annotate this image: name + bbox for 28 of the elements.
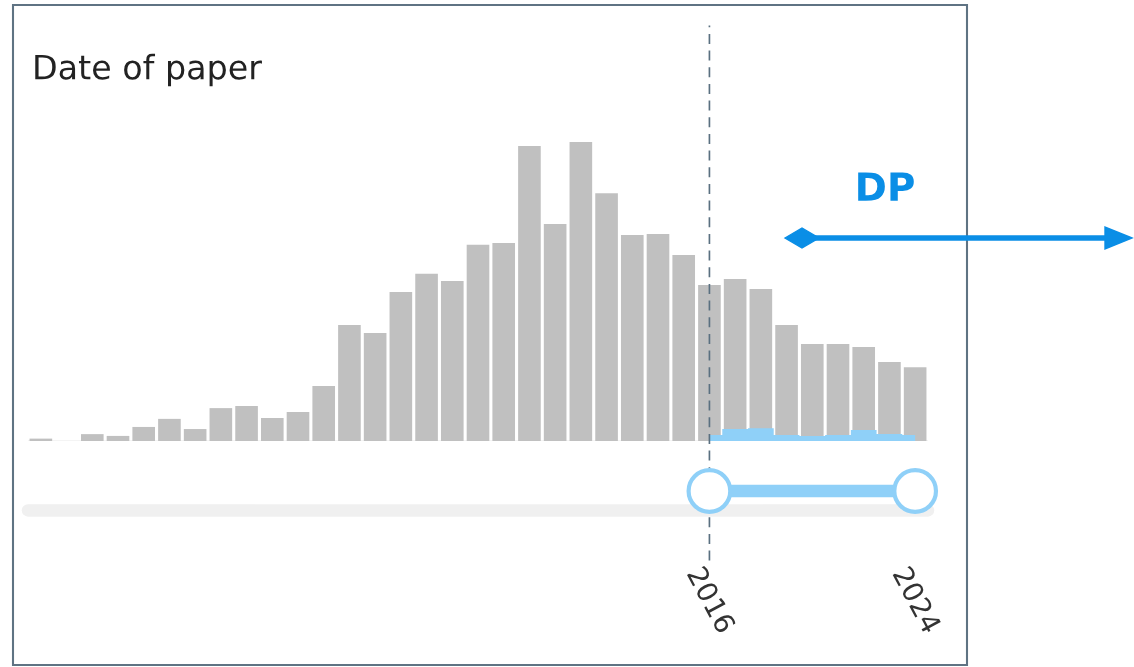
bar xyxy=(903,367,927,441)
bar xyxy=(620,234,644,441)
bar xyxy=(415,273,438,441)
bar xyxy=(440,281,464,441)
bar xyxy=(363,333,387,441)
bar xyxy=(209,408,233,441)
bar xyxy=(595,193,618,441)
bar xyxy=(389,292,413,441)
bar xyxy=(286,412,310,441)
chart-title: Date of paper xyxy=(35,53,262,87)
bar xyxy=(312,385,336,441)
bar xyxy=(672,255,696,441)
bar xyxy=(466,244,490,441)
bar xyxy=(106,435,130,441)
bar xyxy=(183,429,207,441)
bar xyxy=(569,142,593,441)
bar xyxy=(80,434,104,441)
bar xyxy=(260,417,284,441)
bar xyxy=(338,324,361,441)
bar xyxy=(698,284,721,441)
bar xyxy=(235,406,258,441)
bar xyxy=(543,223,567,441)
bar xyxy=(518,145,541,441)
bar xyxy=(158,418,181,441)
bar xyxy=(132,426,156,441)
annotation: DP xyxy=(858,172,914,201)
bar xyxy=(492,243,516,441)
bar xyxy=(646,234,670,441)
